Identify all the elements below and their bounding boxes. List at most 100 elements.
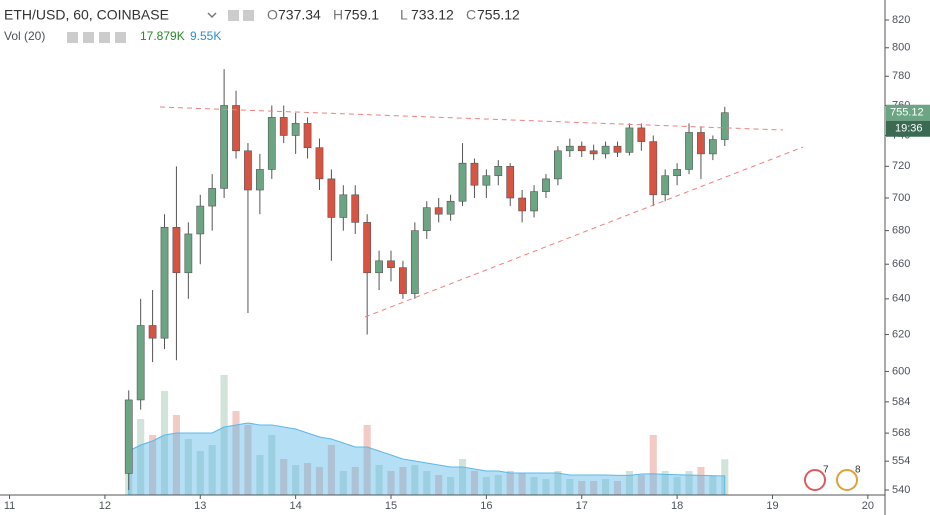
dropdown-icon[interactable] [207, 12, 217, 19]
volume-bar [518, 473, 526, 495]
candle-body [565, 145, 574, 152]
volume-bar [208, 445, 216, 495]
candle-body [196, 205, 205, 235]
candle-body [148, 325, 157, 339]
ohlc-key: L [400, 7, 408, 23]
x-tick-label: 16 [480, 500, 492, 512]
trend-line [159, 106, 784, 131]
x-tick-label: 18 [671, 500, 683, 512]
candle-body [422, 207, 431, 231]
x-tick-label: 14 [290, 500, 302, 512]
candle-body [625, 127, 634, 153]
candle-body [387, 260, 395, 268]
icon[interactable] [115, 32, 126, 43]
countdown-label: 19:36 [895, 123, 923, 135]
volume-bar [697, 467, 705, 495]
volume-bar [506, 471, 514, 495]
candle-body [470, 162, 479, 186]
volume-bar [613, 481, 622, 495]
volume-bar [637, 475, 645, 495]
volume-bar [220, 375, 228, 495]
candle-body [232, 105, 240, 152]
candle-body [255, 169, 264, 191]
volume-bar [602, 479, 610, 495]
x-tick-label: 13 [194, 500, 206, 512]
icon[interactable] [228, 10, 239, 21]
x-tick-label: 17 [576, 500, 588, 512]
volume-bar [649, 435, 657, 495]
chart-title: ETH/USD, 60, COINBASE [4, 7, 169, 23]
event-badge[interactable] [804, 469, 826, 491]
candle-body [315, 147, 324, 180]
volume-bar [303, 463, 312, 495]
volume-ma-value: 9.55K [190, 29, 221, 43]
volume-bar [363, 425, 371, 495]
candle-body [303, 123, 312, 149]
volume-title: Vol (20) [4, 29, 45, 43]
event-badge[interactable] [836, 469, 858, 491]
candle-body [399, 267, 407, 294]
candle-body [554, 150, 562, 180]
candle-body [136, 325, 145, 401]
candle-body [339, 194, 348, 218]
ohlc-value: 759.1 [344, 7, 379, 23]
icon[interactable] [67, 32, 78, 43]
volume-bar [256, 455, 264, 495]
volume-bar [315, 467, 324, 495]
ohlc-key: O [267, 7, 278, 23]
candle-body [673, 169, 681, 177]
volume-bar [387, 471, 395, 495]
volume-bar [184, 439, 192, 495]
volume-bar [351, 467, 359, 495]
candle-body [601, 145, 610, 155]
candle-body [363, 222, 372, 274]
candle-body [661, 175, 670, 196]
ohlc-key: C [466, 7, 476, 23]
volume-ma-area [128, 422, 726, 495]
volume-bar [542, 479, 550, 495]
last-price-box [886, 104, 930, 121]
volume-bar [447, 477, 455, 495]
volume-bar [196, 451, 204, 495]
volume-bar [578, 481, 586, 495]
candle-body [279, 117, 288, 136]
ohlc-key: H [333, 7, 343, 23]
volume-bar [411, 465, 419, 495]
candle-body [220, 105, 228, 189]
x-tick-label: 11 [4, 500, 15, 512]
y-tick-label: 568 [892, 427, 910, 439]
x-tick-label: 19 [766, 500, 778, 512]
trend-line [364, 146, 804, 318]
icon[interactable] [83, 32, 94, 43]
volume-bar [160, 391, 169, 495]
y-tick-label: 554 [892, 455, 910, 467]
volume-bar [625, 471, 633, 495]
volume-bar [590, 481, 598, 495]
volume-bar [530, 477, 538, 495]
icon[interactable] [243, 10, 254, 21]
ohlc-value: 755.12 [477, 7, 520, 23]
x-tick-label: 12 [99, 500, 111, 512]
candle-body [685, 132, 693, 170]
candle-body [494, 166, 503, 177]
ohlc-value: 737.34 [278, 7, 321, 23]
price-layer [124, 69, 729, 490]
y-tick-label: 600 [892, 365, 910, 377]
icon[interactable] [99, 32, 110, 43]
y-tick-label: 640 [892, 293, 910, 305]
volume-bar [470, 471, 479, 495]
volume-bar [494, 475, 502, 495]
volume-bar [172, 415, 181, 495]
candle-body [124, 399, 133, 474]
y-tick-label: 820 [892, 14, 910, 26]
y-tick-label: 660 [892, 258, 910, 270]
y-tick-label: 700 [892, 192, 910, 204]
candle-body [434, 207, 443, 215]
volume-bar [673, 477, 681, 495]
candle-body [697, 132, 705, 155]
candle-body [589, 150, 598, 155]
candle-body [351, 194, 360, 223]
countdown-box [886, 120, 930, 137]
candle-body [208, 188, 217, 207]
